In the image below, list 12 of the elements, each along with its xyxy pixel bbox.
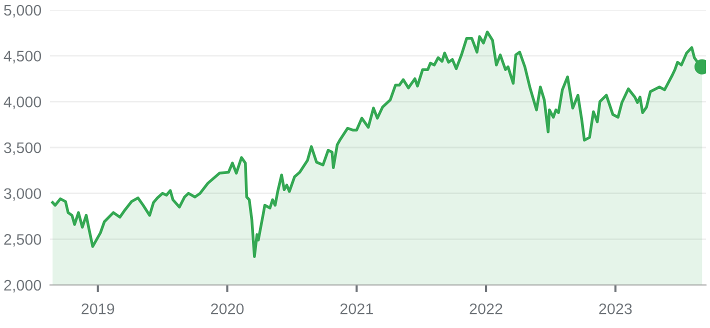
y-tick-label: 2,000 [4,280,42,292]
y-tick-label: 3,000 [4,188,42,201]
y-tick-label: 3,500 [4,142,42,155]
y-tick-label: 4,500 [4,50,42,64]
x-tick-label: 2023 [599,303,632,314]
x-tick-label: 2021 [340,303,373,314]
y-tick-label: 5,000 [4,4,42,18]
x-tick-label: 2022 [470,303,502,314]
x-tick-label: 2020 [211,303,244,314]
y-tick-label: 4,000 [4,96,42,110]
y-tick-label: 2,500 [4,234,42,247]
x-tick-label: 2019 [82,303,114,314]
